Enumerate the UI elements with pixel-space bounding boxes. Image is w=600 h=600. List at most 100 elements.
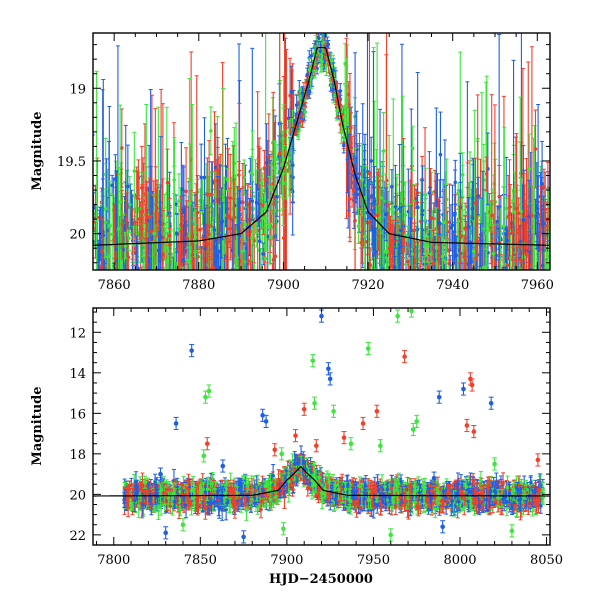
data-point xyxy=(410,146,415,151)
data-point xyxy=(490,213,494,218)
data-point xyxy=(99,272,103,276)
data-point xyxy=(456,272,460,276)
data-point xyxy=(447,220,452,224)
data-point xyxy=(85,269,89,273)
data-point xyxy=(508,256,513,260)
data-point xyxy=(417,300,421,304)
data-point xyxy=(181,258,186,262)
data-point xyxy=(551,216,555,220)
data-point xyxy=(273,254,278,259)
data-point xyxy=(386,273,390,277)
data-point xyxy=(137,217,142,221)
data-point xyxy=(144,290,148,294)
data-point xyxy=(415,242,419,247)
data-point xyxy=(244,259,248,264)
data-point xyxy=(404,278,408,282)
data-point xyxy=(395,293,399,297)
data-point xyxy=(415,273,419,277)
data-point xyxy=(537,297,541,301)
data-point xyxy=(84,259,88,263)
data-point xyxy=(215,289,219,293)
data-point xyxy=(469,271,473,275)
data-point xyxy=(410,252,414,257)
data-point xyxy=(551,336,555,340)
data-point xyxy=(173,324,177,328)
data-point xyxy=(108,223,112,228)
data-point xyxy=(173,273,177,277)
data-point xyxy=(416,273,420,277)
data-point xyxy=(275,157,279,161)
data-point xyxy=(548,274,552,278)
data-point xyxy=(226,276,230,280)
data-point xyxy=(84,290,88,294)
data-point xyxy=(413,258,418,263)
data-point xyxy=(126,236,131,240)
data-point xyxy=(484,231,489,235)
data-point xyxy=(177,274,181,278)
data-point xyxy=(265,234,270,239)
data-point xyxy=(491,296,495,300)
data-point xyxy=(527,166,532,171)
data-point xyxy=(409,293,413,297)
data-point xyxy=(533,309,537,313)
data-point xyxy=(485,272,489,276)
data-point xyxy=(551,260,555,264)
data-point xyxy=(353,218,357,223)
data-point xyxy=(87,256,91,260)
data-point xyxy=(135,196,140,200)
data-point xyxy=(281,236,286,240)
data-point xyxy=(391,210,396,215)
data-point xyxy=(307,89,312,94)
data-point xyxy=(533,147,538,151)
data-point xyxy=(147,290,151,294)
data-point xyxy=(461,314,465,318)
data-point xyxy=(86,213,90,217)
data-point xyxy=(167,275,171,279)
data-point xyxy=(518,319,522,323)
data-point xyxy=(478,293,482,297)
data-point xyxy=(531,301,535,305)
data-point xyxy=(174,202,178,206)
data-point xyxy=(184,189,188,194)
data-point xyxy=(190,260,195,265)
data-point xyxy=(489,283,493,287)
data-point xyxy=(136,283,140,287)
data-point xyxy=(120,222,124,227)
data-point xyxy=(429,216,434,220)
data-point xyxy=(217,282,221,286)
data-point xyxy=(103,295,107,299)
data-point xyxy=(108,270,112,274)
data-point xyxy=(475,239,480,244)
data-point xyxy=(453,212,457,216)
data-point xyxy=(213,193,218,197)
data-point xyxy=(177,199,181,203)
data-point xyxy=(209,129,213,133)
data-point xyxy=(94,336,98,340)
data-point xyxy=(235,255,239,260)
data-point xyxy=(442,293,446,297)
data-point xyxy=(193,271,197,275)
data-point xyxy=(253,273,257,277)
data-point xyxy=(269,187,273,192)
data-point xyxy=(165,280,169,284)
data-point xyxy=(256,156,261,160)
data-point xyxy=(482,270,486,274)
data-point xyxy=(368,263,373,267)
data-point xyxy=(514,278,518,282)
data-point xyxy=(552,174,556,178)
data-point xyxy=(119,297,123,301)
data-point xyxy=(499,280,503,284)
data-point xyxy=(110,183,114,188)
data-point xyxy=(120,146,124,150)
data-point xyxy=(174,283,178,287)
data-point xyxy=(456,191,460,195)
data-point xyxy=(551,245,555,249)
data-point xyxy=(408,279,412,283)
data-point xyxy=(429,252,433,256)
data-point xyxy=(481,275,485,279)
data-point xyxy=(161,273,165,277)
data-point xyxy=(110,232,115,237)
data-point xyxy=(91,278,95,282)
data-point xyxy=(157,276,161,280)
